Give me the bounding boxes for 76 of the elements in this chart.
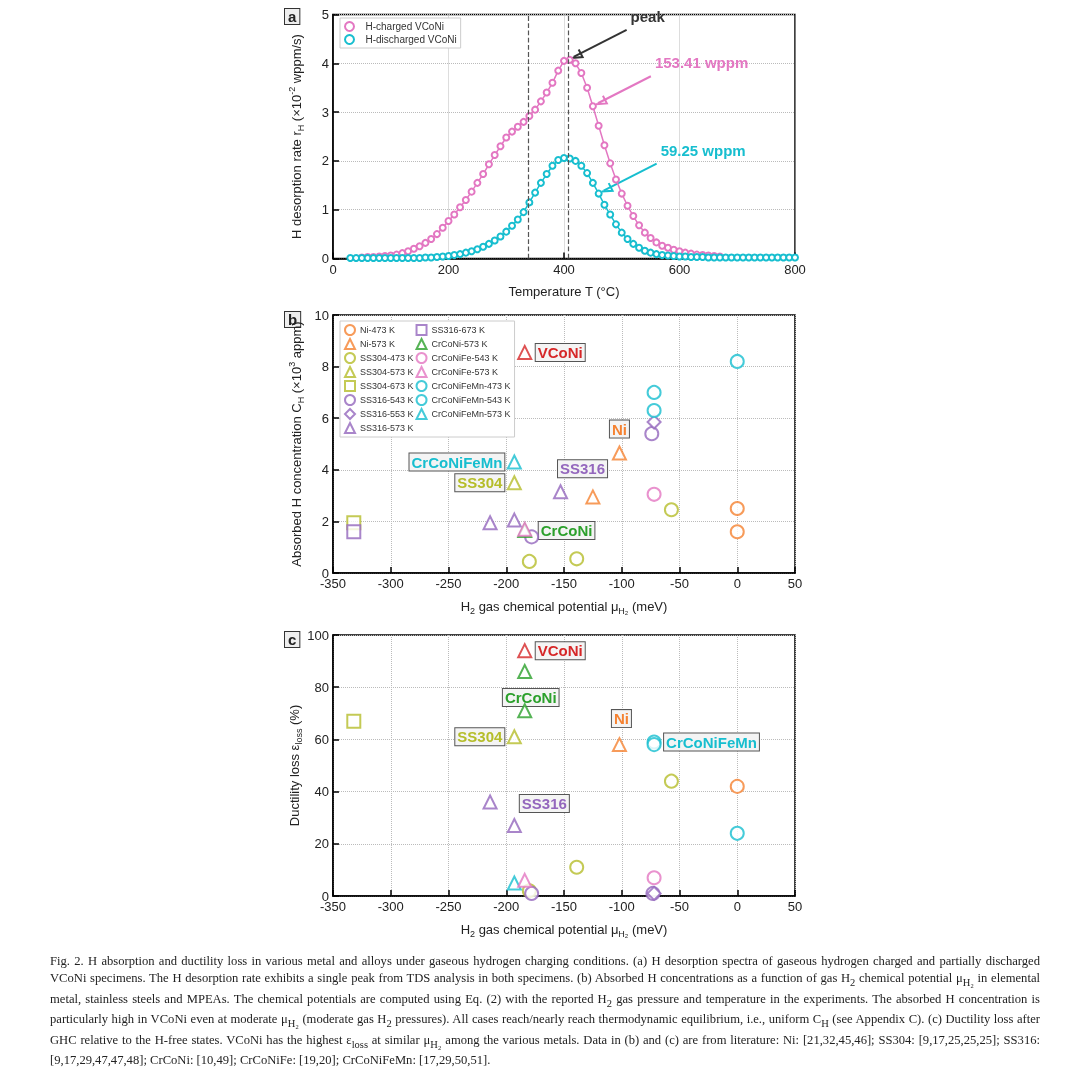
legend-label: SS316-553 K: [360, 409, 414, 419]
y-tick-label: 1: [321, 202, 329, 218]
annotation: 153.41 wppm: [654, 54, 749, 72]
y-tick-label: 0: [321, 251, 329, 266]
annotation: Ni: [613, 710, 629, 728]
x-tick-label: 50: [787, 576, 803, 591]
x-tick-label: 600: [668, 261, 691, 277]
x-tick-label: -150: [550, 576, 578, 591]
y-tick-label: 10: [314, 307, 329, 323]
legend-label: SS316-673 K: [431, 325, 486, 335]
y-tick-label: 5: [321, 7, 329, 22]
annotation: 59.25 wppm: [660, 141, 746, 159]
legend-label: Ni-573 K: [360, 339, 396, 349]
annotation: CrCoNiFeMn: [411, 453, 503, 471]
y-axis-title: H desorption rate rH (×10-2 wppm/s): [286, 34, 306, 239]
y-tick-label: 60: [314, 731, 329, 747]
annotation: SS316: [560, 460, 606, 478]
y-tick-label: 4: [321, 55, 329, 71]
annotation: CrCoNi: [504, 689, 557, 707]
y-axis-title: Ductility loss εloss (%): [286, 704, 304, 827]
x-tick-label: -300: [377, 576, 404, 591]
legend-label: SS316-573 K: [360, 423, 414, 433]
legend-label: SS304-573 K: [360, 367, 414, 377]
chart-title: c: [288, 631, 297, 648]
x-tick-label: -200: [493, 576, 520, 591]
legend-label: CrCoNiFeMn-543 K: [431, 395, 511, 405]
y-tick-label: 6: [321, 410, 329, 426]
x-tick-label: 0: [733, 899, 741, 914]
legend-label: Ni-473 K: [360, 325, 396, 335]
legend-label: CrCoNiFeMn-573 K: [431, 409, 511, 419]
annotation: Ni: [611, 420, 627, 438]
x-tick-label: -100: [608, 899, 635, 914]
x-axis-title: Temperature T (°C): [508, 284, 620, 299]
annotation: peak: [630, 7, 666, 25]
annotation: VCoNi: [537, 642, 583, 660]
annotation: SS316: [521, 795, 567, 813]
legend-label: CrCoNiFe-573 K: [431, 367, 499, 377]
legend-label: SS304-673 K: [360, 381, 414, 391]
legend-label: CrCoNi-573 K: [431, 339, 488, 349]
annotation: CrCoNi: [540, 521, 593, 539]
legend-label: CrCoNiFeMn-473 K: [431, 381, 511, 391]
y-tick-label: 2: [321, 153, 329, 169]
x-tick-label: -50: [670, 576, 689, 591]
y-tick-label: 100: [307, 627, 329, 643]
x-tick-label: -350: [319, 899, 347, 914]
legend-label: SS316-543 K: [360, 395, 414, 405]
legend-label: SS304-473 K: [360, 353, 414, 363]
x-tick-label: -350: [319, 576, 347, 591]
y-tick-label: 4: [321, 462, 329, 478]
y-tick-label: 3: [321, 104, 329, 120]
x-tick-label: 0: [733, 576, 741, 591]
x-tick-label: -50: [670, 899, 689, 914]
y-tick-label: 20: [314, 836, 329, 852]
annotation: SS304: [457, 728, 503, 746]
legend-label: H-discharged VCoNi: [365, 34, 457, 45]
x-tick-label: -250: [435, 576, 462, 591]
legend-label: CrCoNiFe-543 K: [431, 353, 499, 363]
y-tick-label: 40: [314, 784, 329, 800]
y-tick-label: 80: [314, 679, 329, 695]
x-tick-label: -300: [377, 899, 404, 914]
x-tick-label: -100: [608, 576, 635, 591]
x-tick-label: 400: [553, 261, 575, 277]
x-tick-label: -150: [550, 899, 578, 914]
x-tick-label: 200: [437, 261, 460, 277]
chart-title: a: [288, 8, 297, 25]
x-tick-label: -200: [493, 899, 520, 914]
x-tick-label: 50: [787, 899, 803, 914]
x-tick-label: 800: [784, 261, 806, 277]
x-tick-label: -250: [435, 899, 462, 914]
annotation: VCoNi: [537, 343, 583, 361]
text: Fig. 2. H absorption and ductility loss in various metal and alloys under gaseous hydrogen charging conditions. (a) H desorption spectra of gaseous hydrogen charged and partially discharged VCoNi specimens. The H desorption rate exhibits a single peak from TDS analysis in both specimens. (b) Absorbed H concentrations as a function of gas H$_{2}$ chemical potential μ$_{H₂}$ in elemental metal, stainless steels and MPEAs. The chemical potentials are computed using Eq. (2) with the reported H$_{2}$ gas pressure and temperature in the experiments. The absorbed H concentration is particularly high in VCoNi even at moderate μ$_{H₂}$ (moderate gas H$_{2}$ pressures). All cases reach/nearly reach thermodynamic equilibrium, i.e., uniform C$_{H}$ (see Appendix C). (c) Ductility loss after GHC relative to the H-free states. VCoNi has the highest ε$_{loss}$ at similar μ$_{H₂}$ among the various metals. Data in (b) and (c) are from literature: Ni: [21,32,45,46]; SS304: [9,17,25,25,25]; SS316: [9,17,29,47,47,48]; CrCoNi: [10,49]; CrCoNiFe: [19,20]; CrCoNiFeMn: [17,29,50,51].: [50, 954, 1041, 1068]
annotation: SS304: [457, 474, 503, 492]
y-tick-label: 2: [321, 513, 329, 529]
legend-label: H-charged VCoNi: [365, 21, 444, 32]
y-tick-label: 8: [321, 359, 329, 375]
annotation: CrCoNiFeMn: [666, 733, 757, 751]
